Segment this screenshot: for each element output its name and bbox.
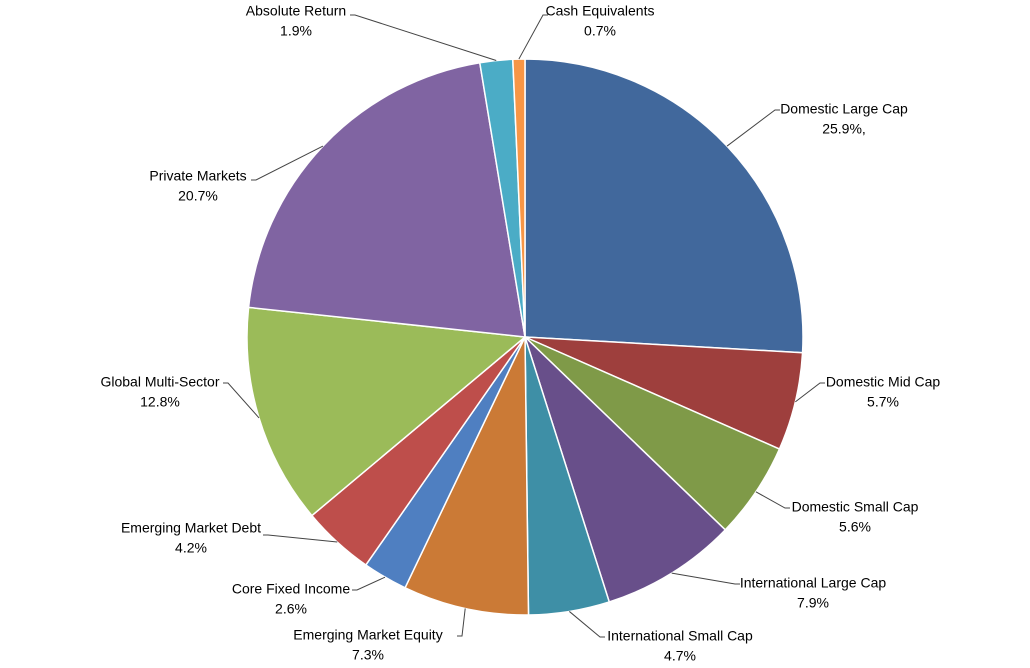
category-label: Emerging Market Debt	[121, 520, 261, 536]
leader-line	[251, 145, 324, 181]
value-label: 7.3%	[352, 647, 384, 663]
leader-line	[263, 534, 338, 543]
leader-line	[518, 14, 548, 60]
leader-line	[223, 382, 260, 419]
leader-line	[352, 576, 386, 591]
category-label: Private Markets	[149, 168, 246, 184]
value-label: 2.6%	[275, 601, 307, 617]
value-label: 0.7%	[584, 23, 616, 39]
category-label: Global Multi-Sector	[100, 374, 219, 390]
category-label: Domestic Mid Cap	[826, 374, 941, 390]
value-label: 5.6%	[839, 519, 871, 535]
leader-line	[755, 491, 790, 509]
category-label: Emerging Market Equity	[293, 627, 442, 643]
category-label: Domestic Large Cap	[780, 101, 908, 117]
leader-line	[671, 572, 740, 585]
category-label: Core Fixed Income	[232, 581, 350, 597]
value-label: 4.7%	[664, 648, 696, 664]
pie-slice	[524, 58, 804, 354]
category-label: International Small Cap	[607, 628, 753, 644]
value-label: 5.7%	[867, 394, 899, 410]
value-label: 12.8%	[140, 394, 180, 410]
category-label: Domestic Small Cap	[792, 499, 919, 515]
value-label: 7.9%	[797, 595, 829, 611]
value-label: 25.9%,	[822, 121, 866, 137]
pie-slice	[247, 61, 526, 338]
value-label: 1.9%	[280, 23, 312, 39]
pie-slice	[404, 336, 530, 616]
category-label: International Large Cap	[740, 575, 887, 591]
leader-line	[569, 611, 605, 638]
leader-line	[350, 14, 497, 61]
category-label: Cash Equivalents	[546, 3, 655, 19]
value-label: 20.7%	[178, 188, 218, 204]
category-label: Absolute Return	[246, 3, 346, 19]
leader-line	[457, 608, 466, 637]
pie-slice	[246, 306, 527, 517]
leader-line	[726, 109, 780, 147]
value-label: 4.2%	[175, 540, 207, 556]
leader-line	[795, 382, 825, 403]
